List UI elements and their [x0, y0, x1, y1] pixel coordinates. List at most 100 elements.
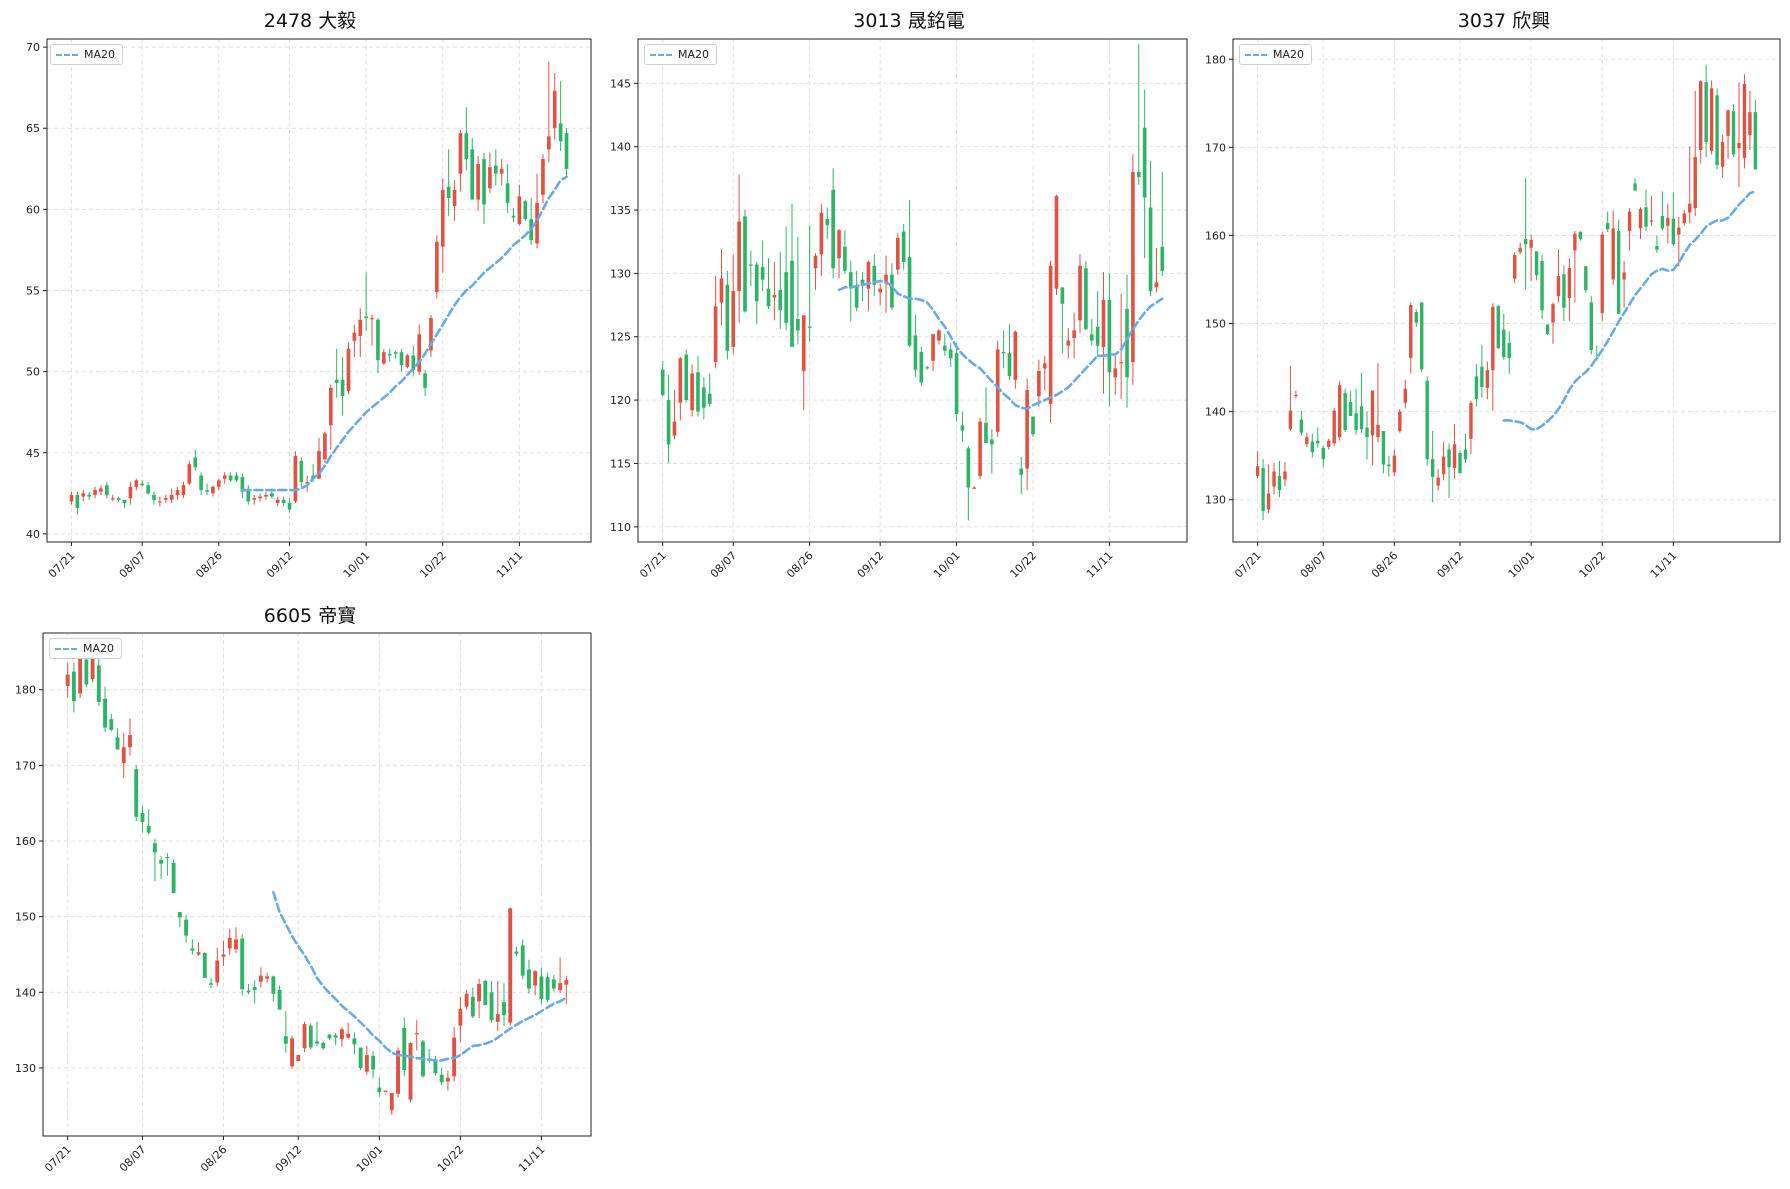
candle-body — [1545, 324, 1550, 335]
candle-body — [163, 498, 168, 500]
candle — [1283, 461, 1287, 487]
x-tick-label: 11/11 — [516, 1143, 548, 1175]
candle-body — [1266, 493, 1271, 510]
candle-body — [116, 498, 121, 500]
candle — [523, 199, 528, 221]
candle-body — [1600, 234, 1604, 313]
candle — [327, 1033, 332, 1040]
candle — [221, 940, 226, 966]
candle — [1578, 231, 1583, 241]
candle — [446, 149, 451, 216]
y-tick-label: 160 — [1205, 229, 1226, 242]
candle-body — [1392, 455, 1397, 473]
candle-body — [884, 274, 888, 284]
candle-body — [831, 189, 835, 269]
x-tick-label: 07/21 — [42, 1143, 74, 1175]
y-tick-label: 110 — [610, 521, 631, 534]
candle — [387, 348, 392, 362]
candle-body — [690, 373, 694, 411]
candle — [1370, 390, 1375, 466]
candle-body — [358, 1047, 363, 1068]
chart-panel-2478: 2478 大毅 40 45 50 55 60 65 70 07/21 08/07 08/26 09/… — [0, 0, 600, 595]
candles — [65, 647, 569, 1115]
candle-body — [1638, 209, 1643, 229]
candle — [1343, 388, 1347, 432]
candle-body — [352, 1038, 357, 1045]
candle — [302, 1021, 307, 1053]
candle — [293, 451, 298, 504]
y-tick-label: 140 — [610, 141, 631, 154]
candle — [1704, 64, 1708, 158]
y-tick-label: 60 — [26, 203, 40, 216]
candle-body — [1737, 142, 1741, 149]
candle — [558, 81, 563, 151]
candle-body — [146, 825, 151, 833]
candle — [470, 137, 475, 200]
candle-body — [414, 1033, 419, 1035]
candle — [458, 129, 463, 192]
candle-body — [128, 486, 133, 499]
candle-body — [221, 954, 226, 957]
candle — [1649, 195, 1654, 226]
x-tick-label: 10/22 — [417, 549, 449, 581]
candle-body — [678, 358, 683, 403]
chart-title: 3013 晟銘電 — [853, 10, 965, 32]
candle — [93, 486, 97, 499]
candle-body — [1381, 431, 1386, 465]
candle — [75, 491, 80, 515]
candle — [919, 346, 924, 387]
candle-body — [1001, 351, 1006, 354]
candle — [1013, 330, 1018, 389]
candle-body — [517, 196, 522, 224]
candle — [972, 486, 977, 489]
candle — [69, 491, 74, 505]
candle-body — [801, 315, 806, 371]
candle — [872, 254, 877, 297]
candle-body — [890, 274, 894, 308]
candle — [848, 260, 853, 322]
candle-body — [175, 490, 180, 495]
candle-body — [960, 425, 965, 431]
candle-body — [813, 255, 818, 269]
candle — [159, 856, 164, 879]
candle-body — [948, 349, 953, 359]
candle-body — [502, 1002, 506, 1015]
candle — [181, 481, 186, 499]
candle-body — [766, 288, 771, 307]
candle-body — [299, 460, 304, 482]
candle — [813, 253, 818, 290]
candle — [140, 480, 145, 487]
candle — [1573, 231, 1577, 303]
candle — [333, 1033, 338, 1046]
candle — [65, 663, 70, 698]
candle — [1748, 90, 1752, 150]
candle-body — [1529, 239, 1533, 248]
candle — [315, 1021, 319, 1046]
y-tick-label: 120 — [610, 394, 631, 407]
candle — [1753, 99, 1758, 170]
candle — [87, 491, 91, 500]
y-tick-label: 70 — [26, 41, 40, 54]
y-tick-label: 45 — [26, 447, 40, 460]
candle-body — [234, 939, 238, 950]
candle — [103, 686, 107, 733]
candle — [393, 350, 398, 359]
candle-body — [551, 979, 556, 989]
candle-body — [222, 475, 227, 479]
candle — [435, 235, 439, 299]
candle-body — [317, 451, 321, 479]
candle-body — [1101, 300, 1106, 347]
candle-body — [564, 133, 569, 169]
plot-frame — [637, 38, 1188, 543]
candle-body — [1556, 275, 1561, 297]
candle — [990, 429, 994, 474]
candle-body — [411, 355, 416, 371]
candle-body — [807, 326, 812, 328]
candle-body — [1142, 127, 1147, 198]
candle — [323, 431, 327, 463]
y-tick-label: 65 — [26, 122, 40, 135]
candle-body — [1327, 440, 1331, 447]
candle-body — [843, 246, 847, 271]
x-tick-label: 10/01 — [1506, 549, 1538, 581]
candle-body — [743, 216, 747, 312]
